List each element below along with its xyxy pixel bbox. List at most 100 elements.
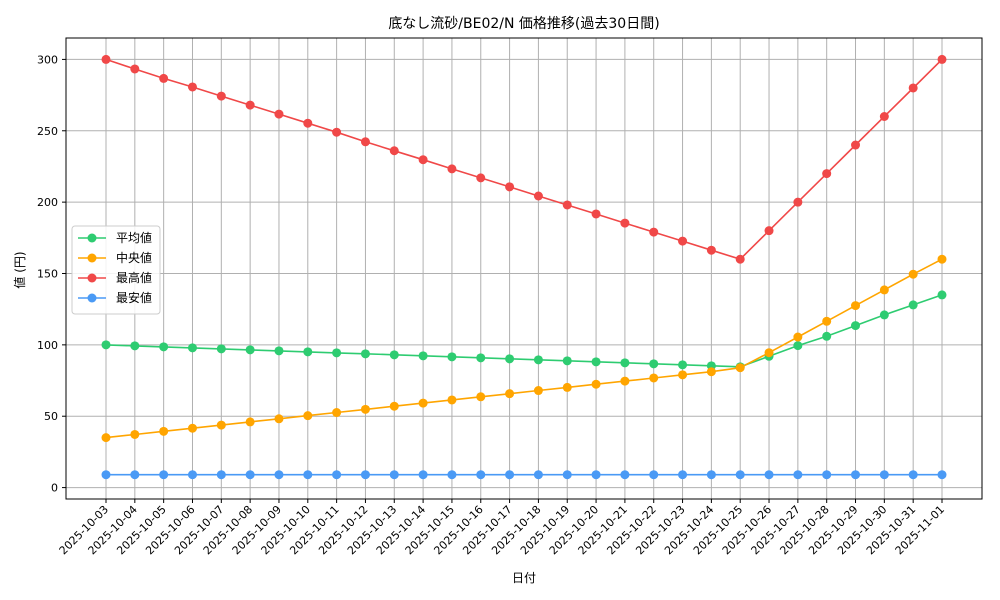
y-tick-label: 150 (37, 267, 58, 280)
data-point (649, 227, 659, 237)
data-point (649, 359, 659, 369)
data-point (620, 470, 630, 480)
series-layer (101, 54, 947, 480)
data-point (447, 352, 457, 362)
data-point (822, 331, 832, 341)
legend-swatch-marker (87, 233, 97, 243)
data-point (851, 140, 861, 150)
data-point (793, 341, 803, 351)
data-point (332, 470, 342, 480)
data-point (418, 398, 428, 408)
data-point (274, 470, 284, 480)
data-point (562, 470, 572, 480)
data-point (303, 470, 313, 480)
data-point (937, 470, 947, 480)
data-point (937, 290, 947, 300)
data-point (389, 350, 399, 360)
chart-title: 底なし流砂/BE02/N 価格推移(過去30日間) (388, 16, 659, 32)
data-point (101, 54, 111, 64)
data-point (216, 420, 226, 430)
data-point (879, 310, 889, 320)
data-point (908, 300, 918, 310)
data-point (332, 127, 342, 137)
data-point (764, 226, 774, 236)
legend-item: 最安値 (78, 290, 152, 305)
data-point (735, 470, 745, 480)
data-point (533, 470, 543, 480)
data-point (274, 109, 284, 119)
data-point (476, 353, 486, 363)
series-line (105, 58, 943, 261)
data-point (851, 321, 861, 331)
data-point (245, 417, 255, 427)
y-tick-label: 100 (37, 339, 58, 352)
data-point (216, 91, 226, 101)
data-point (591, 357, 601, 367)
data-point (793, 197, 803, 207)
data-point (187, 343, 197, 353)
x-axis: 2025-10-032025-10-042025-10-052025-10-06… (57, 499, 947, 557)
data-point (130, 341, 140, 351)
data-point (476, 173, 486, 183)
data-point (360, 470, 370, 480)
data-point (216, 344, 226, 354)
y-tick-label: 300 (37, 53, 58, 66)
legend-label: 最高値 (116, 270, 152, 285)
data-point (764, 348, 774, 358)
data-point (678, 360, 688, 370)
data-point (505, 354, 515, 364)
x-axis-label: 日付 (512, 571, 536, 585)
y-axis: 0 50 100 150 200 250 300 (37, 53, 66, 495)
data-point (476, 392, 486, 402)
data-point (706, 367, 716, 377)
data-point (620, 358, 630, 368)
data-point (303, 118, 313, 128)
data-point (418, 155, 428, 165)
data-point (360, 349, 370, 359)
data-point (187, 470, 197, 480)
data-point (678, 470, 688, 480)
data-point (706, 245, 716, 255)
series-3 (101, 470, 947, 480)
data-point (332, 408, 342, 418)
data-point (447, 470, 457, 480)
legend-item: 中央値 (78, 250, 152, 265)
data-point (591, 209, 601, 219)
data-point (879, 470, 889, 480)
legend-label: 平均値 (116, 230, 152, 245)
data-point (476, 470, 486, 480)
data-point (533, 355, 543, 365)
data-point (822, 470, 832, 480)
data-point (101, 433, 111, 443)
series-line (105, 294, 943, 368)
data-point (620, 376, 630, 386)
data-point (851, 470, 861, 480)
y-tick-label: 200 (37, 196, 58, 209)
legend-box (71, 225, 161, 315)
y-tick-label: 0 (51, 482, 58, 495)
data-point (591, 470, 601, 480)
series-line (105, 258, 943, 439)
data-point (159, 342, 169, 352)
data-point (793, 332, 803, 342)
data-point (159, 470, 169, 480)
series-2 (101, 54, 947, 264)
data-point (216, 470, 226, 480)
data-point (130, 470, 140, 480)
plot-frame (65, 37, 983, 500)
data-point (735, 363, 745, 373)
data-point (735, 254, 745, 264)
data-point (101, 470, 111, 480)
data-point (591, 379, 601, 389)
data-point (389, 146, 399, 156)
data-point (360, 404, 370, 414)
grid (66, 38, 982, 499)
data-point (130, 429, 140, 439)
legend-label: 最安値 (116, 290, 152, 305)
data-point (245, 470, 255, 480)
data-point (447, 395, 457, 405)
data-point (678, 370, 688, 380)
data-point (303, 411, 313, 421)
data-point (389, 401, 399, 411)
data-point (937, 254, 947, 264)
